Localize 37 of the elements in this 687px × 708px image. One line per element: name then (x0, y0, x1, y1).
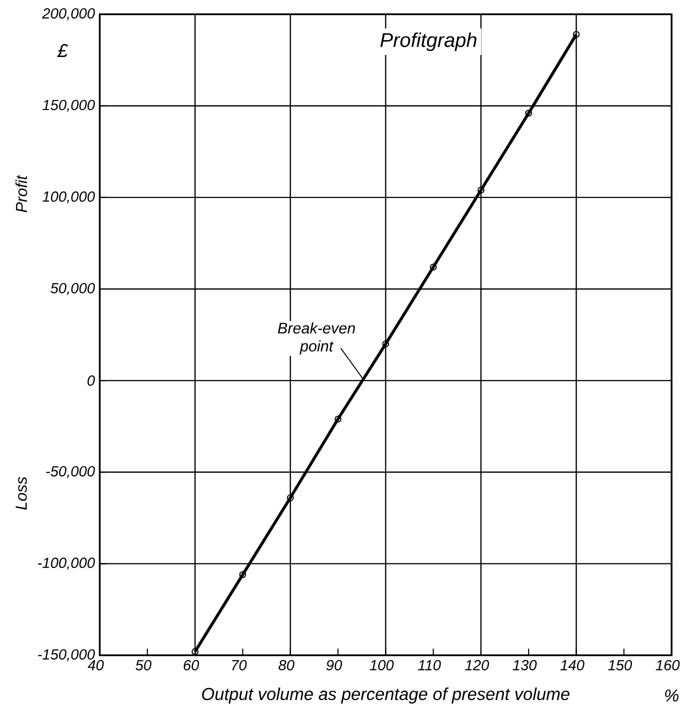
text: Profitgraph (380, 32, 476, 52)
text: £ (57, 44, 68, 58)
x-axis-title: Output volume as percentage of present volume (202, 687, 570, 704)
y-tick-label: -50,000 (46, 466, 95, 478)
point (477, 186, 484, 194)
x-tick-label: 140 (560, 660, 584, 670)
x-tick-label: 60 (184, 660, 199, 670)
x-tick-label: 90 (326, 660, 342, 670)
point (430, 264, 437, 270)
x-tick-label: 80 (278, 660, 294, 670)
point (286, 494, 294, 502)
x-tick-label: 70 (232, 660, 247, 670)
x-tick-label: 160 (656, 660, 680, 670)
text: % (665, 689, 678, 702)
x-tick-label: 120 (465, 660, 489, 670)
x-tick-label: 130 (512, 660, 537, 670)
point (239, 571, 246, 578)
x-tick-label: 100 (370, 660, 394, 670)
x-tick-label: 50 (136, 660, 152, 670)
y-tick-label: 150,000 (42, 100, 95, 112)
y-tick-label: 100,000 (42, 191, 95, 204)
x-tick-label: 150 (608, 660, 632, 670)
point (525, 110, 532, 117)
text: Loss (16, 476, 27, 510)
annotation: Break-even point (278, 322, 355, 355)
point (572, 30, 580, 38)
y-tick-label: -150,000 (38, 649, 95, 662)
y-tick-label: -100,000 (38, 558, 95, 570)
y-tick-label: 50,000 (50, 282, 95, 296)
x-tick-label: 40 (88, 660, 104, 670)
point (334, 416, 342, 422)
y-tick-label: 200,000 (42, 8, 95, 20)
point (382, 340, 390, 348)
x-tick-label: 110 (418, 660, 441, 670)
y-tick-label: 0 (87, 375, 95, 386)
point (191, 648, 198, 656)
y-axis-title: Profit (15, 174, 28, 212)
